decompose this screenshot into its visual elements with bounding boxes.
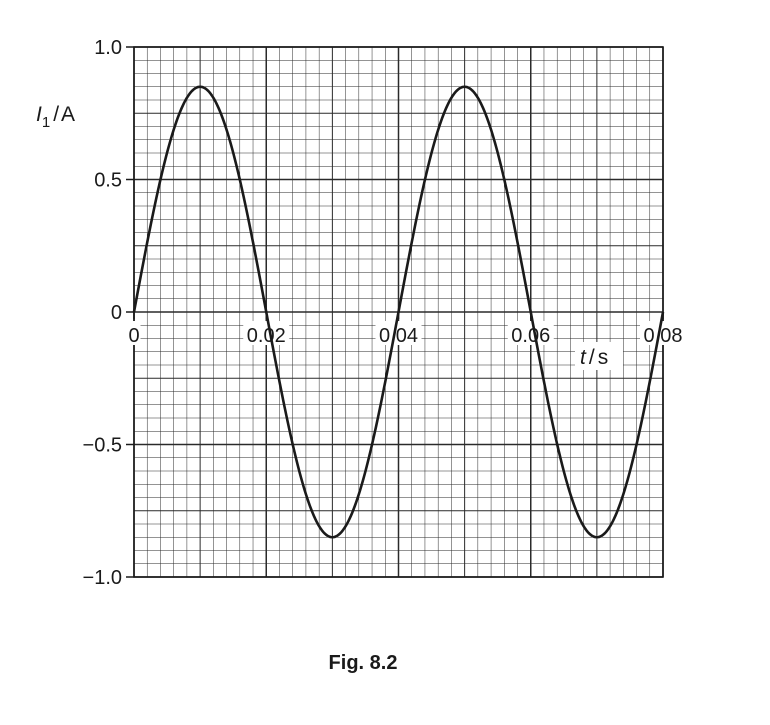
y-axis-label: I1/A [36, 103, 75, 131]
x-tick-label: 0.08 [644, 325, 683, 347]
x-tick-label: 0 [128, 325, 139, 347]
y-ticks: 1.0 0.5 0 −0.5 −1.0 [83, 37, 134, 589]
y-tick-label: 0.5 [94, 170, 122, 192]
x-tick-label-bg [243, 321, 290, 345]
y-tick-label: 0 [111, 302, 122, 324]
x-tick-label-bg [640, 321, 686, 345]
x-tick-label: 0.02 [247, 325, 286, 347]
x-tick-label-bg [507, 321, 554, 345]
x-tick-label-bg [375, 321, 422, 345]
y-axis-subscript: 1 [42, 114, 50, 131]
x-tick-label-bg [127, 321, 141, 345]
y-tick-label: −0.5 [83, 435, 122, 457]
x-axis-separator: / [589, 346, 595, 369]
y-axis-unit: A [61, 103, 75, 126]
x-axis-unit: s [598, 346, 609, 369]
x-axis-symbol: t [580, 346, 587, 369]
y-tick-label: −1.0 [83, 567, 122, 589]
y-axis-symbol: I [36, 103, 42, 126]
y-axis-separator: / [53, 103, 59, 126]
x-ticks: 0 0.02 0.04 0.06 0.08 [127, 312, 686, 347]
x-tick-label: 0.04 [379, 325, 418, 347]
series-line-current [132, 85, 665, 539]
x-axis-label-bg [575, 342, 623, 370]
figure-caption: Fig. 8.2 [329, 652, 398, 674]
x-axis-label: t / s [580, 346, 608, 369]
x-tick-label: 0.06 [511, 325, 550, 347]
y-tick-label: 1.0 [94, 37, 122, 59]
